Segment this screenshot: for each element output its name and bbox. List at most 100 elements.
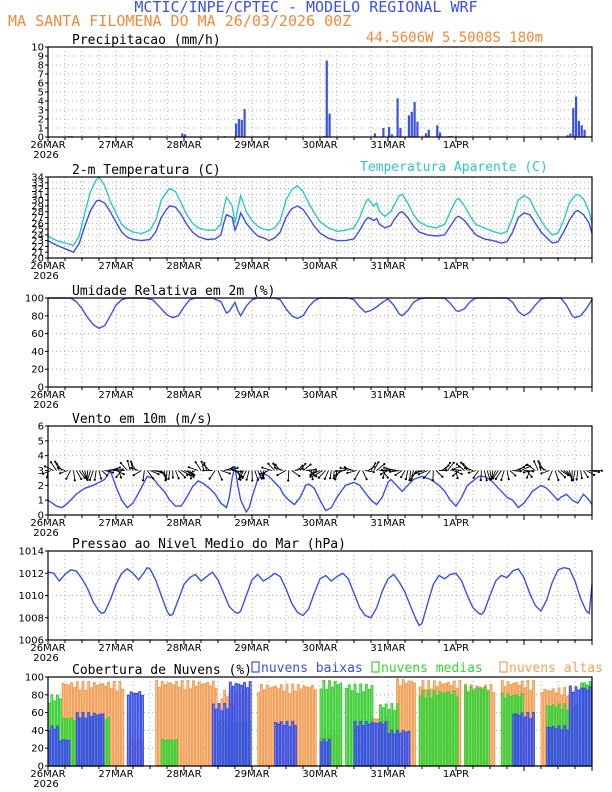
- y-tick-label: 32: [31, 184, 44, 195]
- wind-barb: [495, 470, 502, 480]
- cloud-bar: [277, 723, 280, 767]
- cloud-bar: [353, 720, 357, 767]
- cloud-bar: [260, 683, 263, 767]
- cloud-bar: [424, 697, 428, 767]
- wind-barb-head: [73, 479, 76, 482]
- wind-barb: [576, 470, 579, 480]
- cloud-bar: [84, 717, 88, 767]
- cloud-bar: [452, 690, 456, 767]
- wind-barb-head: [557, 478, 560, 482]
- cloud-bar: [512, 713, 516, 767]
- y-tick-label: 33: [31, 178, 44, 189]
- x-tick-label: 27MAR: [98, 390, 133, 401]
- wind-barb-head: [130, 466, 133, 470]
- cloud-bar: [257, 691, 261, 767]
- wind-barb-head: [272, 462, 275, 465]
- wind-barb: [400, 470, 406, 478]
- cloud-bar: [220, 710, 224, 767]
- wind-barb-head: [462, 462, 465, 466]
- x-tick-label: 1APR: [443, 390, 469, 401]
- x-tick-label-year: 2026: [33, 150, 58, 161]
- wind-barb: [302, 464, 311, 471]
- wind-barb-head: [441, 475, 444, 478]
- cloud-bar: [396, 729, 399, 767]
- cloud-bar: [557, 725, 561, 767]
- wind-barb: [311, 470, 321, 475]
- x-tick-label: 1APR: [443, 261, 469, 272]
- wind-barb-head: [237, 477, 241, 481]
- y-tick-label: 20: [31, 744, 44, 755]
- wind-barb: [473, 470, 480, 478]
- cloud-bar: [166, 739, 170, 767]
- cloud-bar: [532, 711, 535, 767]
- wind-barb: [509, 470, 516, 476]
- wind-barb-head: [310, 473, 313, 476]
- cloud-bar: [447, 691, 450, 767]
- wind-barb: [572, 470, 576, 481]
- precip-bar: [572, 108, 575, 137]
- wind-barb: [491, 470, 497, 479]
- cloud-bar: [81, 711, 85, 767]
- wind-barb: [254, 470, 259, 480]
- y-tick-label: 21: [31, 248, 44, 259]
- wind-barb: [409, 470, 412, 481]
- cloud-bar: [438, 691, 442, 767]
- wind-barb: [238, 470, 242, 480]
- wind-barb-head: [49, 461, 53, 464]
- cloud-bar: [265, 684, 269, 767]
- cloud-bar: [551, 726, 555, 767]
- y-tick-label: 40: [31, 726, 44, 737]
- wind-barb-head: [276, 474, 279, 477]
- wind-barb: [44, 465, 54, 471]
- series-line-1: [47, 199, 593, 254]
- cloud-legend-swatch: [499, 661, 508, 673]
- x-tick-label: 28MAR: [166, 261, 201, 272]
- x-tick-label: 30MAR: [302, 390, 337, 401]
- cloud-bar: [211, 703, 215, 767]
- wind-barb: [291, 470, 300, 477]
- cloud-bar: [418, 695, 422, 767]
- wind-barb: [533, 461, 539, 471]
- cloud-bar: [554, 728, 558, 767]
- wind-barb-head: [382, 476, 385, 479]
- y-tick-label: 4: [38, 97, 44, 108]
- wind-barb: [240, 470, 244, 478]
- wind-barb: [324, 470, 329, 479]
- wind-barb: [541, 470, 550, 474]
- cloud-bar: [362, 725, 365, 767]
- x-tick-label: 26MAR: [30, 261, 65, 272]
- cloud-bar: [274, 721, 278, 767]
- wind-barb-head: [455, 463, 459, 466]
- wind-barb: [586, 470, 595, 476]
- x-tick-label: 29MAR: [234, 643, 269, 654]
- precip-bar: [388, 127, 391, 137]
- y-tick-label: 1012: [19, 569, 44, 580]
- cloud-bar: [588, 686, 592, 767]
- cloud-bar: [90, 716, 93, 767]
- wind-barb-head: [59, 472, 62, 475]
- cloud-bar: [163, 740, 167, 767]
- wind-barb-head: [65, 477, 68, 480]
- wind-barb-head: [519, 470, 522, 473]
- wind-barb: [365, 470, 374, 473]
- wind-barb-head: [533, 460, 536, 463]
- wind-barb: [195, 461, 202, 471]
- wind-barb-head: [309, 463, 312, 466]
- wind-barb: [57, 467, 66, 471]
- y-tick-label: 60: [31, 708, 44, 719]
- y-tick-label: 6: [38, 79, 44, 90]
- cloud-bar: [350, 690, 354, 767]
- wind-barb-head: [540, 472, 543, 475]
- wind-barb: [84, 470, 88, 479]
- wind-barb-head: [593, 473, 596, 477]
- y-tick-label: 1014: [19, 547, 44, 558]
- cloud-bar: [180, 680, 184, 767]
- wind-barb-head: [298, 474, 301, 478]
- wind-barb-head: [353, 478, 356, 481]
- wind-barb-head: [532, 470, 535, 473]
- cloud-bar: [299, 688, 303, 767]
- cloud-bar: [543, 688, 547, 767]
- wind-barb-head: [311, 478, 314, 481]
- wind-barb-head: [500, 478, 503, 481]
